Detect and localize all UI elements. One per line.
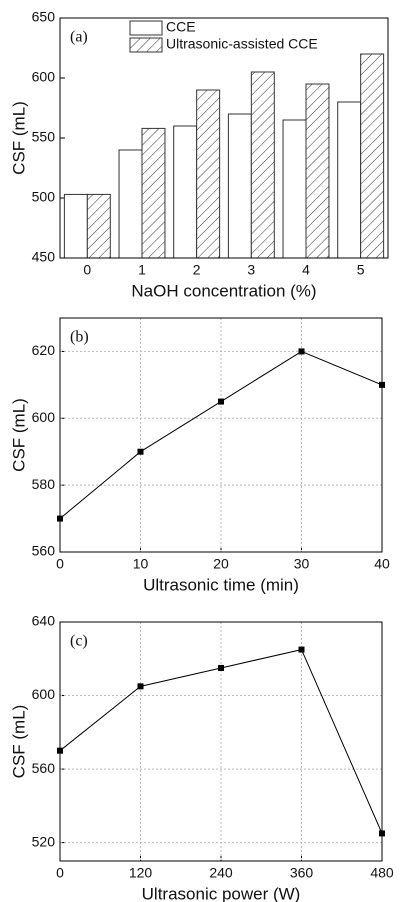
legend-swatch	[129, 37, 163, 53]
bar	[141, 127, 166, 259]
marker	[298, 348, 305, 355]
x-tick-label: 0	[83, 262, 91, 278]
panel-label: (b)	[70, 329, 89, 346]
marker	[218, 664, 224, 671]
x-tick-label: 30	[294, 556, 310, 572]
y-tick-label: 600	[32, 69, 56, 85]
panel-label: (c)	[70, 633, 88, 650]
x-tick-label: 0	[56, 865, 64, 881]
x-tick-label: 5	[357, 262, 365, 278]
bar	[250, 71, 275, 259]
y-tick-label: 500	[32, 189, 56, 205]
bar	[305, 83, 330, 259]
marker	[218, 398, 224, 405]
bar	[337, 101, 362, 259]
x-tick-label: 40	[374, 556, 390, 572]
y-tick-label: 600	[32, 686, 56, 702]
bar	[282, 119, 307, 259]
y-axis-label: CSF (mL)	[9, 705, 28, 779]
marker	[298, 646, 305, 653]
legend-swatch	[129, 20, 163, 36]
marker	[137, 448, 144, 455]
x-tick-label: 2	[193, 262, 201, 278]
x-tick-label: 240	[209, 865, 233, 881]
x-tick-label: 3	[247, 262, 255, 278]
x-tick-label: 120	[129, 865, 153, 881]
y-tick-label: 560	[32, 543, 56, 559]
x-axis-label: NaOH concentration (%)	[131, 281, 316, 300]
line	[59, 648, 383, 834]
x-axis-label: Ultrasonic power (W)	[142, 884, 301, 902]
x-tick-label: 1	[138, 262, 146, 278]
y-axis-label: CSF (mL)	[9, 101, 28, 175]
y-tick-label: 450	[32, 249, 56, 265]
y-tick-label: 560	[32, 760, 56, 776]
x-tick-label: 0	[56, 556, 64, 572]
bar	[227, 113, 252, 259]
y-tick-label: 580	[32, 476, 56, 492]
legend-label: Ultrasonic-assisted CCE	[166, 36, 318, 52]
x-tick-label: 10	[133, 556, 149, 572]
x-tick-label: 360	[290, 865, 314, 881]
x-tick-label: 480	[370, 865, 394, 881]
x-tick-label: 4	[302, 262, 310, 278]
bar	[118, 149, 143, 259]
y-tick-label: 640	[32, 613, 56, 629]
bar	[196, 89, 221, 259]
y-tick-label: 520	[32, 833, 56, 849]
y-tick-label: 600	[32, 409, 56, 425]
x-tick-label: 20	[213, 556, 229, 572]
bar	[63, 193, 88, 259]
legend-label: CCE	[166, 19, 196, 35]
x-axis-label: Ultrasonic time (min)	[143, 575, 299, 594]
plot-frame	[59, 317, 383, 553]
y-tick-label: 550	[32, 129, 56, 145]
y-tick-label: 620	[32, 342, 56, 358]
marker	[137, 683, 144, 690]
bar	[86, 193, 111, 259]
bar	[173, 125, 198, 259]
y-axis-label: CSF (mL)	[9, 398, 28, 472]
bar	[360, 53, 385, 259]
y-tick-label: 650	[32, 9, 56, 25]
plot-frame	[59, 621, 383, 862]
panel-label: (a)	[70, 29, 88, 46]
plot-frame	[59, 17, 389, 259]
